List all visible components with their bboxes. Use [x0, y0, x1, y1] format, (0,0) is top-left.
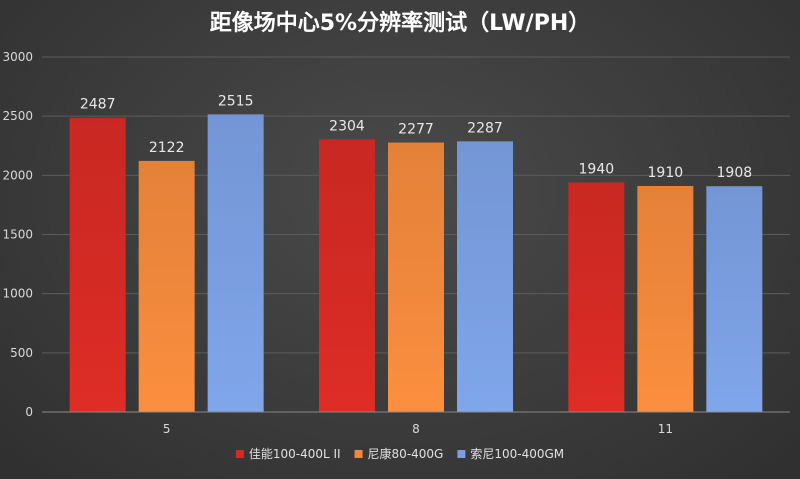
legend-item: 佳能100-400L II — [235, 447, 341, 461]
data-label: 2277 — [398, 122, 434, 138]
y-axis: 0 500 1000 1500 2000 2500 3000 — [2, 50, 33, 419]
bar — [207, 114, 264, 413]
bar — [319, 139, 375, 413]
y-tick-label: 3000 — [2, 50, 33, 64]
data-label: 1910 — [648, 165, 684, 181]
bars — [69, 114, 763, 413]
chart-title: 距像场中心5%分辨率测试（LW/PH） — [210, 10, 591, 36]
bar — [69, 117, 126, 412]
y-tick-label: 500 — [10, 346, 33, 360]
y-tick-label: 1000 — [2, 287, 33, 301]
legend-swatch — [457, 450, 466, 458]
x-axis: 5 8 11 — [163, 422, 673, 436]
bar — [457, 141, 513, 412]
y-tick-label: 2000 — [2, 168, 33, 182]
data-label: 2287 — [467, 120, 503, 136]
data-labels: 2487 2122 2515 2304 2277 2287 1940 1910 1908 — [80, 93, 752, 181]
legend-swatch — [235, 450, 244, 458]
legend-item: 尼康80-400G — [354, 446, 444, 461]
legend-label: 索尼100-400GM — [470, 447, 564, 461]
y-tick-label: 0 — [25, 405, 33, 419]
legend-label: 佳能100-400L II — [249, 447, 341, 461]
legend-swatch — [354, 450, 363, 458]
bar — [637, 185, 694, 412]
bar — [706, 186, 763, 412]
legend-label: 尼康80-400G — [368, 446, 444, 461]
data-label: 2304 — [329, 118, 365, 134]
bar — [138, 160, 195, 412]
x-tick-label: 5 — [163, 422, 171, 436]
y-tick-label: 2500 — [2, 109, 33, 123]
bar — [388, 142, 444, 412]
data-label: 2487 — [80, 97, 116, 113]
legend: 佳能100-400L II 尼康80-400G 索尼100-400GM — [235, 446, 564, 461]
x-tick-label: 11 — [658, 422, 673, 436]
legend-item: 索尼100-400GM — [457, 447, 564, 461]
data-label: 2515 — [218, 93, 254, 109]
data-label: 1908 — [717, 165, 753, 181]
bar — [568, 182, 625, 412]
data-label: 1940 — [579, 161, 615, 177]
y-tick-label: 1500 — [2, 228, 33, 242]
x-tick-label: 8 — [412, 422, 420, 436]
data-label: 2122 — [149, 140, 185, 156]
